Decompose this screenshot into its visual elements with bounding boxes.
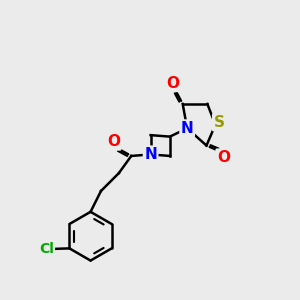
Text: S: S — [214, 115, 224, 130]
Text: O: O — [107, 134, 120, 149]
Text: O: O — [217, 150, 230, 165]
Text: N: N — [144, 147, 157, 162]
Text: O: O — [167, 76, 179, 91]
Text: N: N — [181, 121, 194, 136]
Text: Cl: Cl — [39, 242, 54, 256]
